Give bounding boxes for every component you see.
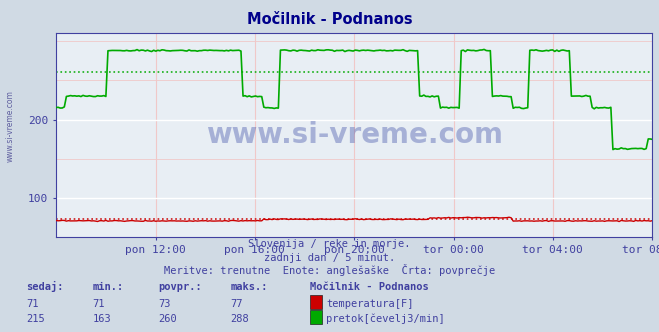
Text: Meritve: trenutne  Enote: anglešaške  Črta: povprečje: Meritve: trenutne Enote: anglešaške Črta… xyxy=(164,264,495,276)
Text: Slovenija / reke in morje.: Slovenija / reke in morje. xyxy=(248,239,411,249)
Text: sedaj:: sedaj: xyxy=(26,282,64,292)
Text: Močilnik - Podnanos: Močilnik - Podnanos xyxy=(310,283,428,292)
Text: www.si-vreme.com: www.si-vreme.com xyxy=(206,121,503,149)
Text: pretok[čevelj3/min]: pretok[čevelj3/min] xyxy=(326,313,445,324)
Text: temperatura[F]: temperatura[F] xyxy=(326,299,414,309)
Text: www.si-vreme.com: www.si-vreme.com xyxy=(5,90,14,162)
Text: povpr.:: povpr.: xyxy=(158,283,202,292)
Text: Močilnik - Podnanos: Močilnik - Podnanos xyxy=(246,12,413,27)
Text: 71: 71 xyxy=(26,299,39,309)
Text: 260: 260 xyxy=(158,314,177,324)
Text: 77: 77 xyxy=(231,299,243,309)
Text: maks.:: maks.: xyxy=(231,283,268,292)
Text: 163: 163 xyxy=(92,314,111,324)
Text: min.:: min.: xyxy=(92,283,123,292)
Text: 288: 288 xyxy=(231,314,249,324)
Text: 215: 215 xyxy=(26,314,45,324)
Text: zadnji dan / 5 minut.: zadnji dan / 5 minut. xyxy=(264,253,395,263)
Text: 71: 71 xyxy=(92,299,105,309)
Text: 73: 73 xyxy=(158,299,171,309)
